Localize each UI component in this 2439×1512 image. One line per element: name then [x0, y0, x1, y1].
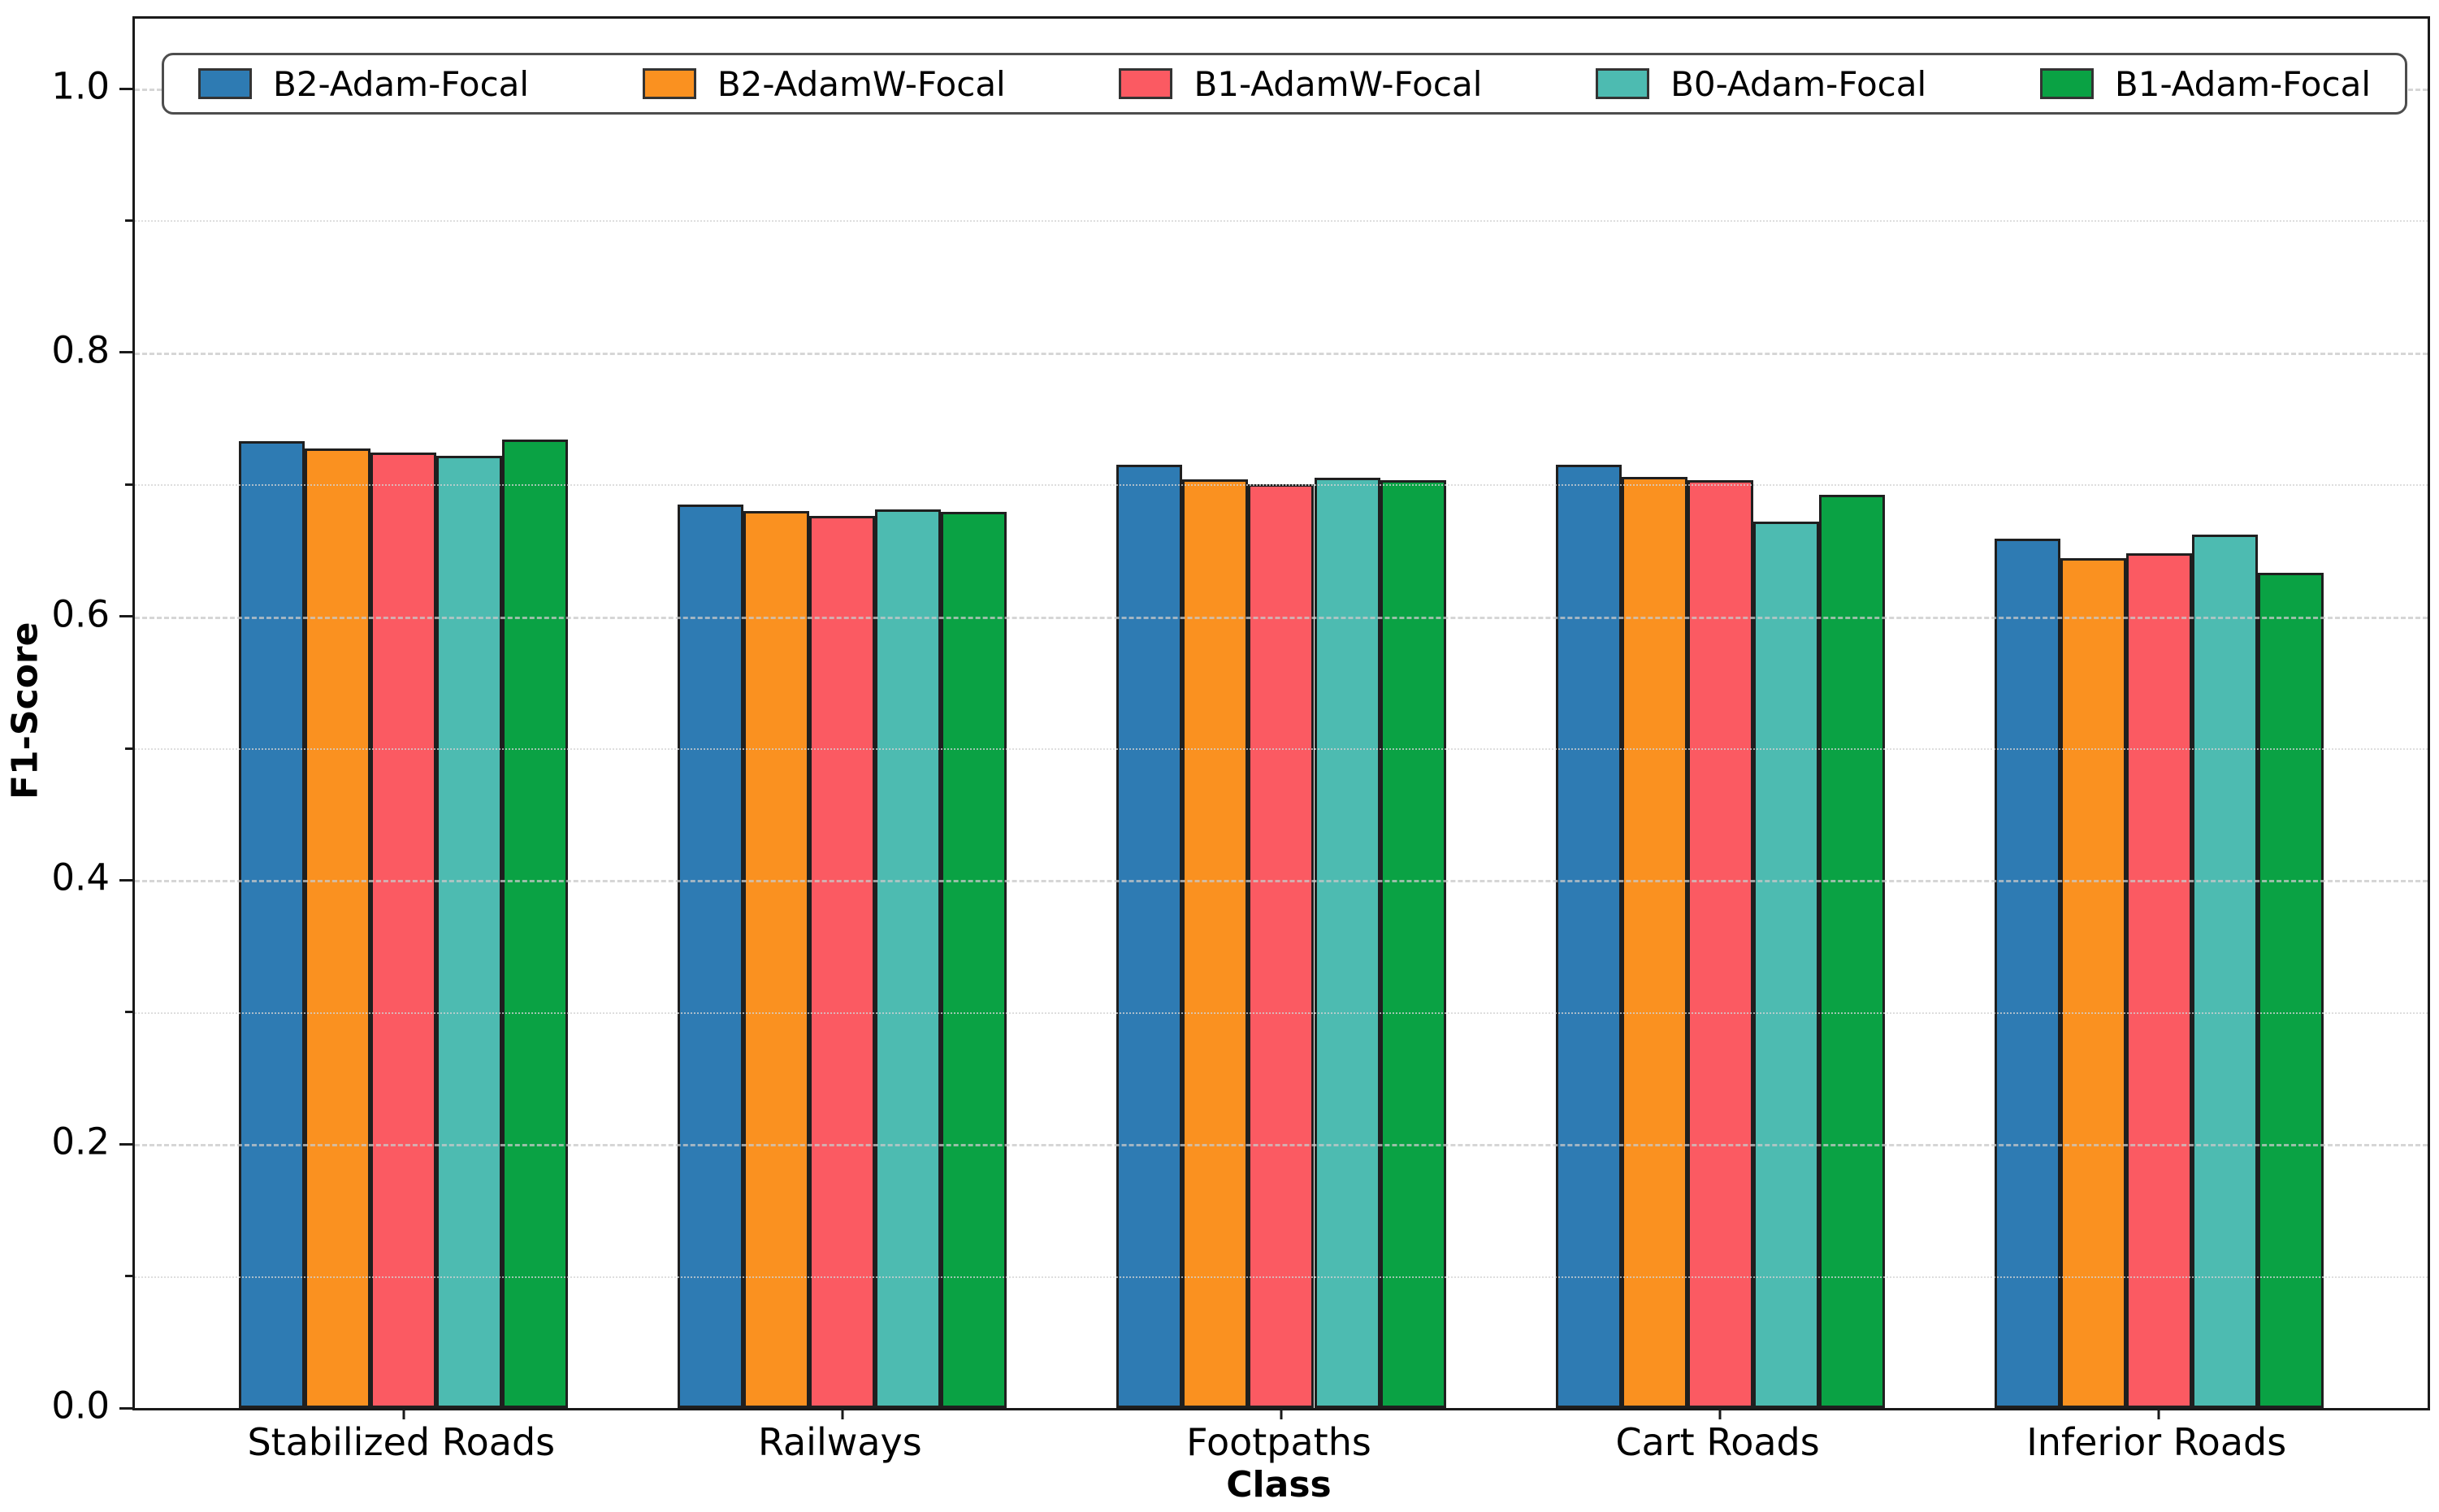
legend-swatch: [1596, 68, 1650, 99]
x-tick-mark: [1718, 1408, 1722, 1419]
y-tick-label: 0.2: [51, 1120, 110, 1163]
bar: [1752, 521, 1819, 1408]
bar: [2060, 558, 2126, 1408]
y-tick-label: 0.4: [51, 856, 110, 899]
category-label: Stabilized Roads: [247, 1420, 556, 1464]
x-tick-mark: [402, 1408, 405, 1419]
y-tick-mark: [119, 615, 132, 618]
x-tick-mark: [1280, 1408, 1283, 1419]
legend-item: B1-Adam-Focal: [2039, 63, 2371, 104]
y-tick-mark: [119, 351, 132, 354]
y-tick-mark: [119, 87, 132, 90]
y-tick-mark-minor: [125, 1011, 132, 1014]
legend-swatch: [2039, 68, 2094, 99]
bar: [1994, 538, 2060, 1408]
legend-label: B1-Adam-Focal: [2114, 63, 2371, 104]
y-tick-mark-minor: [125, 1275, 132, 1278]
plot-area: B2-Adam-Focal B2-AdamW-Focal B1-AdamW-Foca…: [119, 16, 2430, 1419]
y-tick-mark-minor: [125, 747, 132, 750]
y-axis: 0.0 0.2 0.4 0.6 0.8 1.0: [0, 16, 132, 1428]
legend-swatch: [1119, 68, 1173, 99]
y-tick-mark: [119, 878, 132, 882]
y-tick-label: 1.0: [51, 64, 110, 108]
bar: [809, 516, 876, 1408]
y-tick-mark: [119, 1406, 132, 1410]
bar: [2125, 552, 2192, 1408]
legend-label: B0-Adam-Focal: [1670, 63, 1927, 104]
x-tick-mark: [841, 1408, 844, 1419]
bar: [1621, 476, 1687, 1408]
bar: [305, 448, 371, 1408]
bar: [2257, 573, 2324, 1408]
gridline-major: [135, 352, 2428, 355]
x-tick-mark: [2157, 1408, 2160, 1419]
bar: [1248, 484, 1315, 1408]
bar: [678, 504, 744, 1408]
x-axis: Stabilized Roads Railways Footpaths Cart Ro…: [132, 1415, 2425, 1472]
bar: [1687, 480, 1753, 1408]
bar: [1555, 464, 1622, 1408]
bar: [502, 440, 569, 1408]
bar: [1314, 478, 1380, 1408]
category-label: Cart Roads: [1615, 1420, 1820, 1464]
category-label: Footpaths: [1186, 1420, 1371, 1464]
x-axis-label: Class: [1226, 1464, 1332, 1506]
bar: [941, 512, 1007, 1408]
y-tick-label: 0.0: [51, 1384, 110, 1428]
bar: [1380, 480, 1446, 1408]
y-tick-label: 0.6: [51, 592, 110, 636]
legend-label: B1-AdamW-Focal: [1194, 63, 1483, 104]
y-tick-mark-minor: [125, 483, 132, 486]
legend-item: B2-Adam-Focal: [198, 64, 529, 104]
y-tick-mark-minor: [125, 219, 132, 222]
gridline-minor: [135, 220, 2428, 223]
category-label: Railways: [758, 1420, 922, 1464]
legend-swatch: [642, 68, 696, 99]
legend-label: B2-AdamW-Focal: [717, 63, 1006, 104]
bar: [370, 453, 437, 1408]
bar: [436, 455, 503, 1408]
bar: [1818, 495, 1885, 1408]
legend-swatch: [198, 68, 252, 99]
category-label: Inferior Roads: [2026, 1420, 2287, 1464]
bar: [2191, 534, 2258, 1408]
legend-item: B0-Adam-Focal: [1596, 64, 1926, 104]
bar: [875, 509, 942, 1408]
bar: [1182, 479, 1249, 1408]
legend-label: B2-Adam-Focal: [273, 63, 530, 104]
legend-item: B2-AdamW-Focal: [642, 63, 1006, 104]
legend-item: B1-AdamW-Focal: [1119, 64, 1482, 104]
legend: B2-Adam-Focal B2-AdamW-Focal B1-AdamW-Foca…: [162, 53, 2407, 115]
y-tick-mark: [119, 1142, 132, 1146]
y-tick-label: 0.8: [51, 328, 110, 372]
bar: [239, 440, 305, 1408]
bar: [1116, 464, 1183, 1408]
bar: [743, 510, 810, 1408]
